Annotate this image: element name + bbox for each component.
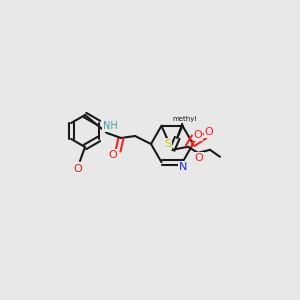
- Text: N: N: [179, 162, 188, 172]
- Text: S: S: [164, 139, 171, 149]
- Text: O: O: [205, 127, 213, 137]
- Text: O: O: [195, 153, 203, 163]
- Text: O: O: [194, 130, 202, 140]
- Text: O: O: [109, 150, 117, 160]
- Text: NH: NH: [103, 121, 117, 131]
- Text: methyl: methyl: [172, 116, 196, 122]
- Text: O: O: [74, 164, 82, 174]
